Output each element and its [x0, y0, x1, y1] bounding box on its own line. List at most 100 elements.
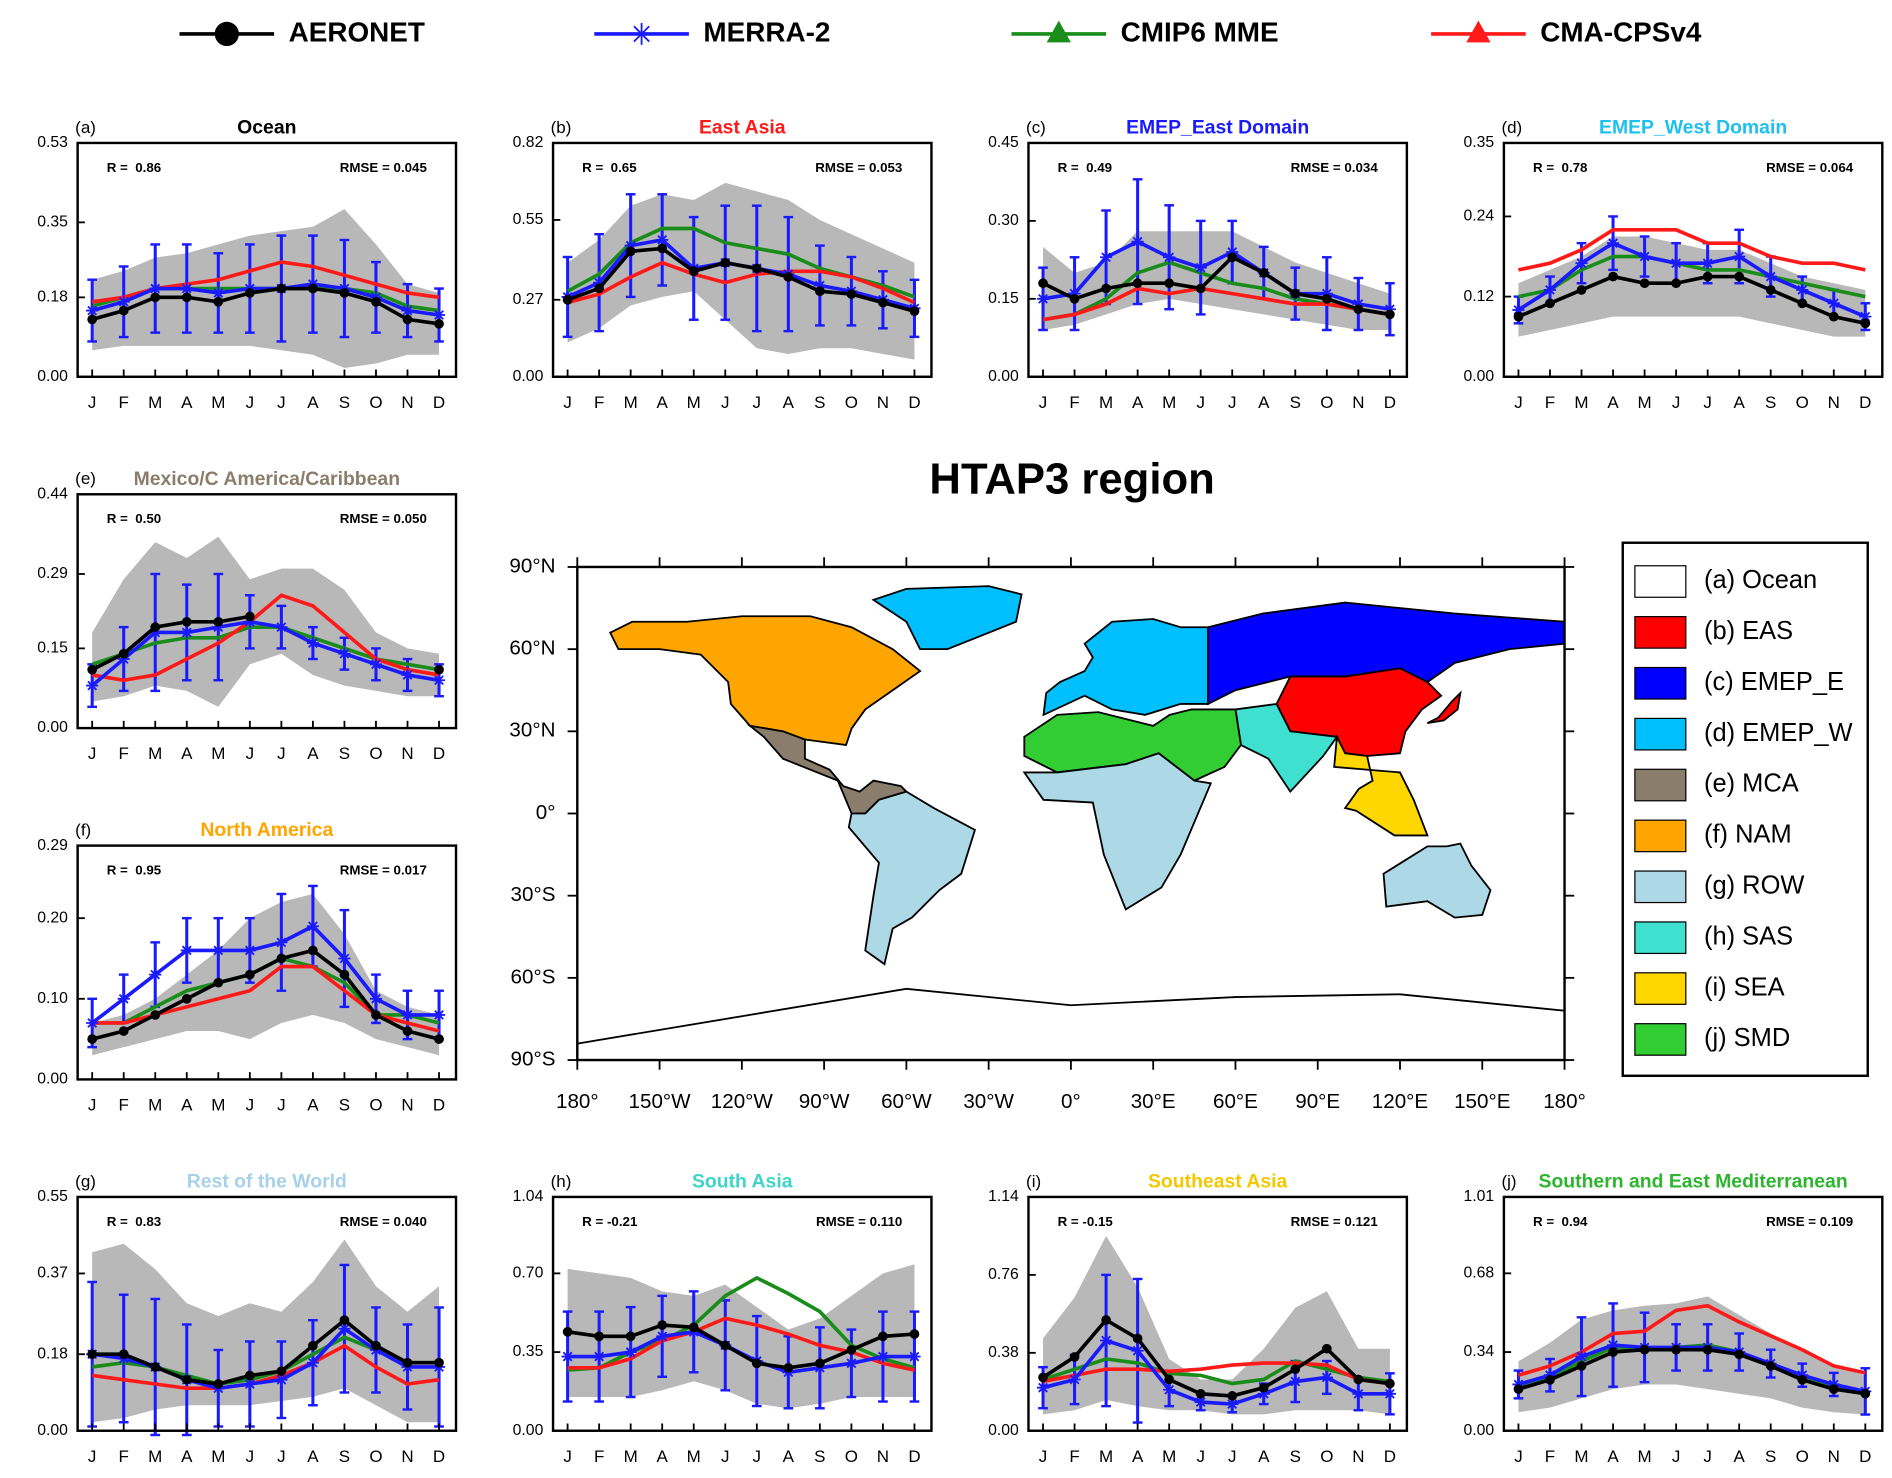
point-marker: [1543, 283, 1557, 296]
map-legend-label: (j) SMD: [1704, 1024, 1790, 1052]
panel-label: (c): [1026, 118, 1046, 137]
series-line: [1042, 1361, 1391, 1386]
point-marker: [275, 936, 288, 949]
point-marker: [306, 920, 319, 933]
y-tick-label: 0.00: [1464, 368, 1495, 385]
point-marker: [244, 1370, 255, 1381]
x-tick-label: S: [1765, 1447, 1776, 1466]
x-tick-label: A: [1607, 1447, 1619, 1466]
lat-tick-label: 0°: [536, 801, 556, 824]
x-tick-label: S: [339, 393, 350, 412]
point-marker: [876, 1350, 889, 1363]
point-marker: [1734, 271, 1745, 282]
x-tick-label: J: [721, 393, 729, 412]
map-title: HTAP3 region: [929, 456, 1214, 504]
point-marker: [593, 1350, 606, 1363]
r-label: R = 0.65: [582, 160, 637, 175]
point-marker: [1670, 257, 1683, 270]
point-marker: [1069, 1352, 1080, 1362]
x-tick-label: M: [1099, 393, 1113, 412]
point-marker: [213, 296, 224, 307]
panel-label: (j): [1501, 1172, 1516, 1191]
map-legend-label: (g) ROW: [1704, 872, 1804, 900]
point-marker: [783, 1362, 794, 1373]
x-tick-label: A: [181, 393, 193, 412]
point-marker: [1194, 261, 1207, 274]
y-tick-label: 0.00: [37, 1422, 68, 1439]
plot-frame: [76, 141, 458, 378]
point-marker: [1101, 283, 1111, 294]
point-marker: [624, 1346, 637, 1359]
x-tick-label: O: [1796, 1447, 1809, 1466]
r-label: R = 0.78: [1533, 160, 1587, 175]
plot-frame: [1502, 1195, 1884, 1432]
point-marker: [1320, 287, 1333, 300]
lat-tick-label: 90°S: [511, 1047, 556, 1070]
series-line: [91, 948, 440, 1041]
point-marker: [1352, 297, 1365, 311]
panel-title: EMEP_West Domain: [1599, 117, 1787, 139]
point-marker: [1321, 1343, 1332, 1354]
point-marker: [118, 1026, 129, 1036]
x-tick-label: A: [783, 1447, 795, 1466]
plot-frame: [1027, 141, 1409, 378]
point-marker: [434, 1357, 444, 1368]
lat-tick-label: 60°N: [509, 637, 555, 660]
point-marker: [1131, 235, 1144, 248]
x-tick-label: D: [433, 1447, 445, 1466]
model-range: [1518, 1296, 1866, 1415]
point-marker: [1290, 1364, 1301, 1375]
r-label: R = 0.94: [1533, 1214, 1588, 1229]
lon-tick-label: 60°W: [881, 1090, 932, 1113]
point-marker: [1796, 283, 1809, 296]
point-marker: [1383, 1387, 1396, 1400]
point-marker: [625, 246, 636, 257]
point-marker: [86, 1016, 99, 1030]
rmse-label: RMSE = 0.064: [1766, 160, 1854, 175]
point-marker: [1164, 278, 1175, 289]
point-marker: [1258, 1382, 1269, 1393]
map-legend-label: (a) Ocean: [1704, 566, 1817, 594]
x-tick-label: M: [211, 393, 225, 412]
point-marker: [402, 1026, 413, 1036]
x-tick-label: F: [1069, 1447, 1079, 1466]
series-line: [567, 260, 916, 305]
point-marker: [181, 616, 192, 627]
lon-tick-label: 60°E: [1213, 1090, 1258, 1113]
point-marker: [1606, 1339, 1620, 1352]
y-tick-label: 0.00: [37, 368, 68, 385]
x-tick-label: N: [1352, 393, 1364, 412]
y-tick-label: 0.55: [513, 211, 544, 228]
x-tick-label: A: [307, 744, 319, 763]
point-marker: [243, 615, 256, 628]
point-marker: [87, 664, 98, 675]
point-marker: [86, 679, 99, 692]
x-tick-label: J: [246, 1447, 254, 1466]
point-marker: [625, 1331, 636, 1342]
x-tick-label: J: [246, 1096, 254, 1115]
legend-label: CMIP6 MME: [1121, 16, 1279, 47]
point-marker: [593, 276, 606, 289]
point-marker: [243, 1377, 256, 1391]
point-marker: [1512, 303, 1525, 317]
x-tick-label: A: [307, 1447, 319, 1466]
lon-tick-label: 0°: [1061, 1090, 1081, 1113]
y-tick-label: 0.35: [37, 214, 68, 231]
point-marker: [369, 992, 383, 1005]
y-tick-label: 0.29: [37, 565, 68, 582]
point-marker: [434, 1034, 444, 1044]
x-tick-label: J: [1039, 1447, 1047, 1466]
map-legend-label: (b) EAS: [1704, 617, 1793, 645]
point-marker: [1353, 1374, 1364, 1385]
x-tick-label: J: [563, 1447, 571, 1466]
point-marker: [688, 266, 699, 277]
point-marker: [1353, 304, 1364, 315]
x-tick-label: A: [1734, 1447, 1746, 1466]
panel-label: (b): [551, 118, 572, 137]
x-tick-label: J: [88, 393, 96, 412]
rmse-label: RMSE = 0.110: [816, 1214, 902, 1229]
point-marker: [1164, 1374, 1175, 1385]
point-marker: [180, 282, 193, 295]
point-marker: [306, 637, 319, 650]
point-marker: [371, 1010, 381, 1020]
